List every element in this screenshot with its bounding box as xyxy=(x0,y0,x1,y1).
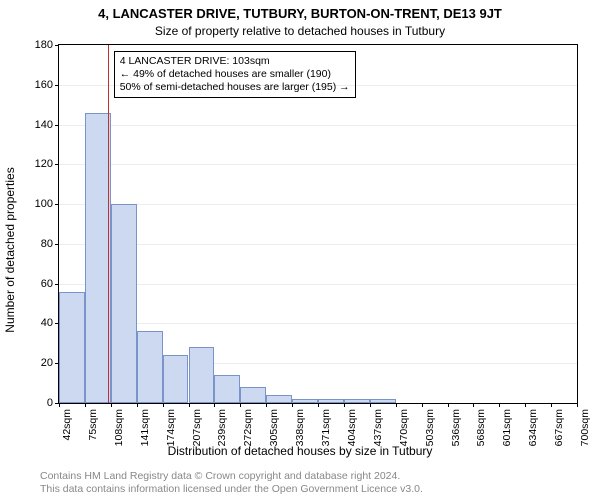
x-tick-label: 503sqm xyxy=(424,409,436,446)
y-tick-label: 160 xyxy=(35,79,53,91)
y-tick-mark xyxy=(55,45,59,46)
x-tick-label: 305sqm xyxy=(268,409,280,446)
y-tick-label: 20 xyxy=(41,357,53,369)
gridline-h xyxy=(59,323,577,324)
histogram-bar xyxy=(111,204,137,403)
y-tick-mark xyxy=(55,204,59,205)
x-tick-mark xyxy=(85,403,86,407)
x-tick-mark xyxy=(266,403,267,407)
x-tick-mark xyxy=(189,403,190,407)
gridline-h xyxy=(59,125,577,126)
x-tick-label: 239sqm xyxy=(216,409,228,446)
reference-line xyxy=(108,45,109,403)
y-tick-label: 120 xyxy=(35,158,53,170)
x-tick-label: 338sqm xyxy=(294,409,306,446)
x-tick-label: 601sqm xyxy=(501,409,513,446)
y-tick-label: 100 xyxy=(35,198,53,210)
y-tick-label: 40 xyxy=(41,317,53,329)
x-tick-mark xyxy=(214,403,215,407)
x-tick-label: 667sqm xyxy=(553,409,565,446)
x-tick-mark xyxy=(344,403,345,407)
x-tick-mark xyxy=(137,403,138,407)
x-tick-label: 42sqm xyxy=(61,409,73,441)
y-tick-mark xyxy=(55,125,59,126)
x-tick-mark xyxy=(59,403,60,407)
gridline-h xyxy=(59,244,577,245)
histogram-bar xyxy=(370,399,396,403)
x-tick-label: 207sqm xyxy=(191,409,203,446)
gridline-h xyxy=(59,164,577,165)
license-line-1: Contains HM Land Registry data © Crown c… xyxy=(40,470,423,483)
x-tick-mark xyxy=(499,403,500,407)
gridline-h xyxy=(59,204,577,205)
x-tick-mark xyxy=(422,403,423,407)
histogram-bar xyxy=(137,331,163,403)
x-tick-mark xyxy=(240,403,241,407)
x-tick-label: 272sqm xyxy=(242,409,254,446)
x-tick-label: 371sqm xyxy=(320,409,332,446)
histogram-bar xyxy=(214,375,240,403)
y-tick-mark xyxy=(55,164,59,165)
histogram-bar xyxy=(240,387,266,403)
x-tick-mark xyxy=(448,403,449,407)
x-tick-label: 634sqm xyxy=(527,409,539,446)
title-main: 4, LANCASTER DRIVE, TUTBURY, BURTON-ON-T… xyxy=(0,6,600,21)
x-tick-label: 470sqm xyxy=(398,409,410,446)
y-tick-label: 140 xyxy=(35,119,53,131)
license-text: Contains HM Land Registry data © Crown c… xyxy=(40,470,423,496)
chart-container: 4, LANCASTER DRIVE, TUTBURY, BURTON-ON-T… xyxy=(0,0,600,500)
title-sub: Size of property relative to detached ho… xyxy=(0,24,600,38)
histogram-bar xyxy=(344,399,370,403)
y-tick-label: 60 xyxy=(41,278,53,290)
x-tick-label: 174sqm xyxy=(165,409,177,446)
info-line-2: ← 49% of detached houses are smaller (19… xyxy=(120,68,350,81)
x-tick-mark xyxy=(370,403,371,407)
x-tick-mark xyxy=(292,403,293,407)
x-tick-mark xyxy=(163,403,164,407)
gridline-h xyxy=(59,284,577,285)
x-tick-mark xyxy=(473,403,474,407)
y-tick-label: 80 xyxy=(41,238,53,250)
histogram-bar xyxy=(318,399,344,403)
x-tick-label: 700sqm xyxy=(579,409,591,446)
gridline-h xyxy=(59,85,577,86)
y-tick-label: 180 xyxy=(35,39,53,51)
plot-area: 4 LANCASTER DRIVE: 103sqm ← 49% of detac… xyxy=(58,44,578,404)
license-line-2: This data contains information licensed … xyxy=(40,483,423,496)
x-tick-mark xyxy=(318,403,319,407)
x-tick-mark xyxy=(396,403,397,407)
x-tick-mark xyxy=(577,403,578,407)
histogram-bar xyxy=(163,355,189,403)
x-tick-mark xyxy=(551,403,552,407)
histogram-bar xyxy=(292,399,318,403)
info-line-1: 4 LANCASTER DRIVE: 103sqm xyxy=(120,55,350,68)
info-box: 4 LANCASTER DRIVE: 103sqm ← 49% of detac… xyxy=(114,51,356,98)
histogram-bar xyxy=(266,395,292,403)
x-tick-label: 404sqm xyxy=(346,409,358,446)
y-tick-mark xyxy=(55,284,59,285)
x-tick-label: 536sqm xyxy=(450,409,462,446)
y-tick-mark xyxy=(55,85,59,86)
x-tick-label: 75sqm xyxy=(87,409,99,441)
x-tick-mark xyxy=(111,403,112,407)
x-tick-mark xyxy=(525,403,526,407)
histogram-bar xyxy=(59,292,85,403)
x-tick-label: 568sqm xyxy=(475,409,487,446)
histogram-bar xyxy=(189,347,215,403)
y-tick-mark xyxy=(55,244,59,245)
y-tick-label: 0 xyxy=(47,397,53,409)
y-axis-label: Number of detached properties xyxy=(3,167,17,332)
x-tick-label: 141sqm xyxy=(139,409,151,446)
info-line-3: 50% of semi-detached houses are larger (… xyxy=(120,81,350,94)
x-tick-label: 437sqm xyxy=(372,409,384,446)
x-tick-label: 108sqm xyxy=(113,409,125,446)
